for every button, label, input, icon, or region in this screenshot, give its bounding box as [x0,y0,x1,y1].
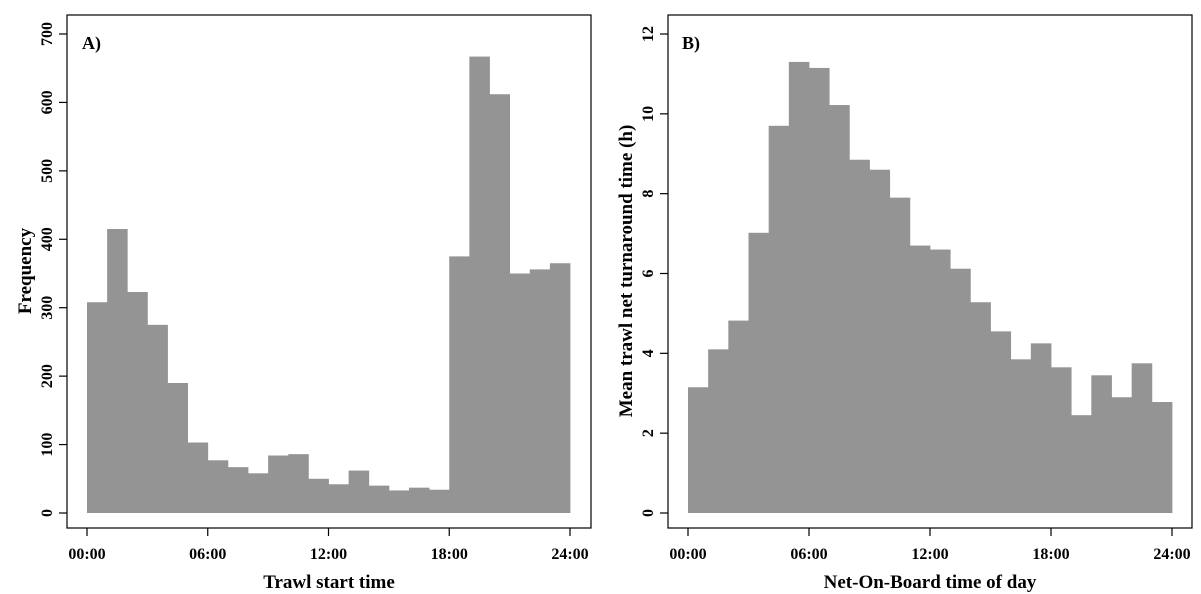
panel-a-bar [268,455,289,513]
panel-a-bar [87,302,108,513]
panel-a-bar [107,229,128,513]
panel-b-bar [829,105,850,514]
panel-b-bar [748,232,770,514]
panel-b-y-axis: 0 2 4 6 8 10 12 [640,26,668,517]
panel-b-y-tick-label: 8 [640,190,657,198]
panel-b-bar [708,349,729,513]
panel-a-bar [248,473,269,513]
panel-a-y-tick-label: 700 [39,22,56,46]
panel-b-y-tick-label: 0 [640,509,657,517]
panel-b-histogram: 00:00 06:00 12:00 18:00 24:00 0 2 4 6 8 10 12 B) N… [616,14,1193,593]
panel-a-bar [147,324,168,513]
panel-a-bar [489,94,511,513]
panel-a-y-tick-label: 200 [39,364,56,388]
panel-a-bar [167,382,189,513]
panel-b-x-tick-label: 06:00 [790,546,827,563]
panel-b-bar [869,169,891,513]
panel-a-bar [429,489,450,513]
panel-b-y-tick-label: 6 [640,270,657,278]
panel-b-bar [950,268,971,513]
panel-b-bar [1091,375,1112,513]
panel-a-bar [348,470,370,513]
panel-b-bar [1111,397,1133,513]
panel-a-bar [388,490,410,513]
panel-a-x-tick-label: 00:00 [68,546,105,563]
panel-a-y-tick-label: 400 [39,227,56,251]
panel-a-y-tick-label: 0 [39,509,56,517]
panel-b-x-tick-label: 18:00 [1032,546,1069,563]
panel-a-y-tick-label: 500 [39,159,56,183]
panel-b-bars [688,61,1173,514]
panel-a-bar [368,485,390,513]
panel-b-bar [788,61,810,513]
panel-a-y-tick-label: 100 [39,433,56,457]
panel-a-bar [288,454,309,513]
panel-a-x-tick-label: 18:00 [431,546,468,563]
panel-a-bar [449,256,470,513]
panel-a-x-tick-label: 12:00 [310,546,347,563]
panel-a-y-tick-label: 600 [39,90,56,114]
panel-a-bar [509,273,531,513]
panel-b-bar [728,320,749,513]
panel-b-label: B) [682,33,700,54]
panel-b-bar [809,67,830,514]
panel-b-bar [688,387,709,513]
panel-b-bar [970,302,991,513]
panel-a-bar [469,56,490,513]
panel-b-bar [1051,367,1072,513]
panel-a-bar [549,263,571,513]
panel-b-bar [889,197,911,513]
panel-a-y-tick-label: 300 [39,296,56,320]
panel-a-y-axis: 0 100 200 300 400 500 600 700 [39,22,67,517]
panel-a-bar [529,269,551,513]
panel-a-x-axis: 00:00 06:00 12:00 18:00 24:00 [68,528,589,563]
panel-a-bar [308,478,329,513]
panel-b-bar [1030,343,1052,513]
panel-b-y-tick-label: 12 [640,26,657,42]
panel-a-x-tick-label: 24:00 [551,546,588,563]
panel-a-label: A) [82,33,101,54]
panel-a-bar [227,467,249,513]
panel-b-y-tick-label: 4 [640,349,657,357]
panel-a-bars [87,56,571,513]
panel-b-bar [1010,359,1032,513]
panel-a-bar [328,484,350,513]
panel-a-bar [207,460,229,513]
panel-b-x-tick-label: 12:00 [911,546,948,563]
panel-a-y-axis-title: Frequency [15,227,36,314]
panel-b-bar [930,249,951,514]
panel-b-y-axis-title: Mean trawl net turnaround time (h) [616,125,637,418]
panel-a-bar [127,291,148,513]
panel-a-bar [409,487,430,513]
panel-b-bar [990,331,1012,513]
panel-a-bar [187,442,209,513]
panel-b-bar [909,245,931,513]
panel-b-bar [1131,363,1153,513]
panel-a-x-axis-title: Trawl start time [263,572,395,593]
panel-b-bar [768,125,790,513]
panel-b-x-axis: 00:00 06:00 12:00 18:00 24:00 [669,528,1191,563]
panel-a-x-tick-label: 06:00 [189,546,226,563]
panel-b-x-tick-label: 24:00 [1153,546,1190,563]
panel-b-y-tick-label: 10 [640,106,657,122]
panel-b-bar [849,159,870,514]
panel-b-bar [1071,415,1092,513]
panel-b-y-tick-label: 2 [640,429,657,437]
panel-b-x-tick-label: 00:00 [669,546,706,563]
panel-b-x-axis-title: Net-On-Board time of day [824,572,1037,593]
panel-b-bar [1151,402,1173,513]
panel-a-histogram: 00:00 06:00 12:00 18:00 24:00 0 100 200 300 400 5… [15,14,592,593]
